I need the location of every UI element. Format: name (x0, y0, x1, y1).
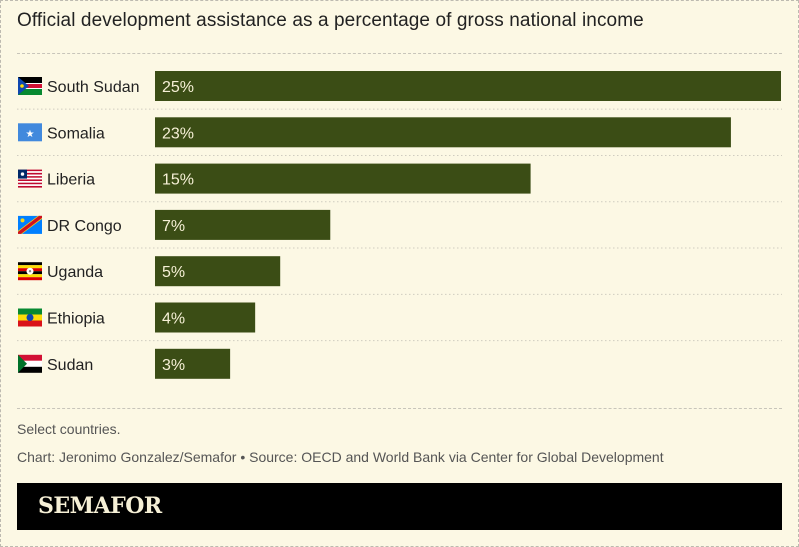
category-label: Ethiopia (47, 311, 105, 328)
chart-credit: Chart: Jeronimo Gonzalez/Semafor • Sourc… (17, 449, 664, 465)
dr-congo-flag-icon (18, 215, 42, 234)
bar-row: DR Congo 7% (18, 209, 331, 240)
footer-bar: SEMAFOR (17, 483, 782, 530)
bar (155, 117, 731, 148)
category-label: Uganda (47, 264, 103, 281)
bar-row: Sudan 3% (18, 348, 231, 379)
uganda-flag-icon (18, 262, 42, 281)
category-label: Sudan (47, 357, 93, 374)
data-label: 23% (162, 125, 194, 142)
sudan-flag-icon (18, 354, 42, 373)
chart-title: Official development assistance as a per… (17, 10, 644, 31)
south-sudan-flag-icon (18, 77, 42, 95)
bar (155, 209, 331, 240)
divider (17, 408, 782, 409)
data-label: 25% (162, 79, 194, 96)
category-label: South Sudan (47, 79, 140, 96)
data-label: 5% (162, 264, 185, 281)
svg-text:★: ★ (26, 129, 35, 140)
data-label: 7% (162, 218, 185, 235)
bar (155, 302, 256, 333)
data-label: 4% (162, 311, 185, 328)
liberia-flag-icon (18, 169, 42, 188)
chart-note: Select countries. (17, 421, 121, 437)
bar (155, 348, 231, 379)
bar-row: ★ Somalia 23% (18, 117, 731, 148)
bar-chart: South Sudan 25% ★ Somalia 23% Liberia 15% DR Co… (17, 71, 782, 379)
bar (155, 256, 281, 287)
category-label: DR Congo (47, 218, 122, 235)
divider (17, 53, 782, 54)
bar (155, 71, 781, 101)
bar-row: South Sudan 25% (18, 71, 781, 101)
semafor-logo: SEMAFOR (38, 493, 162, 519)
data-label: 3% (162, 357, 185, 374)
ethiopia-flag-icon (18, 308, 42, 327)
bar (155, 163, 531, 194)
category-label: Liberia (47, 172, 95, 189)
category-label: Somalia (47, 125, 105, 142)
bar-row: Ethiopia 4% (18, 302, 256, 333)
bar-row: Uganda 5% (18, 256, 281, 287)
bar-row: Liberia 15% (18, 163, 531, 194)
data-label: 15% (162, 172, 194, 189)
somalia-flag-icon: ★ (18, 123, 42, 142)
